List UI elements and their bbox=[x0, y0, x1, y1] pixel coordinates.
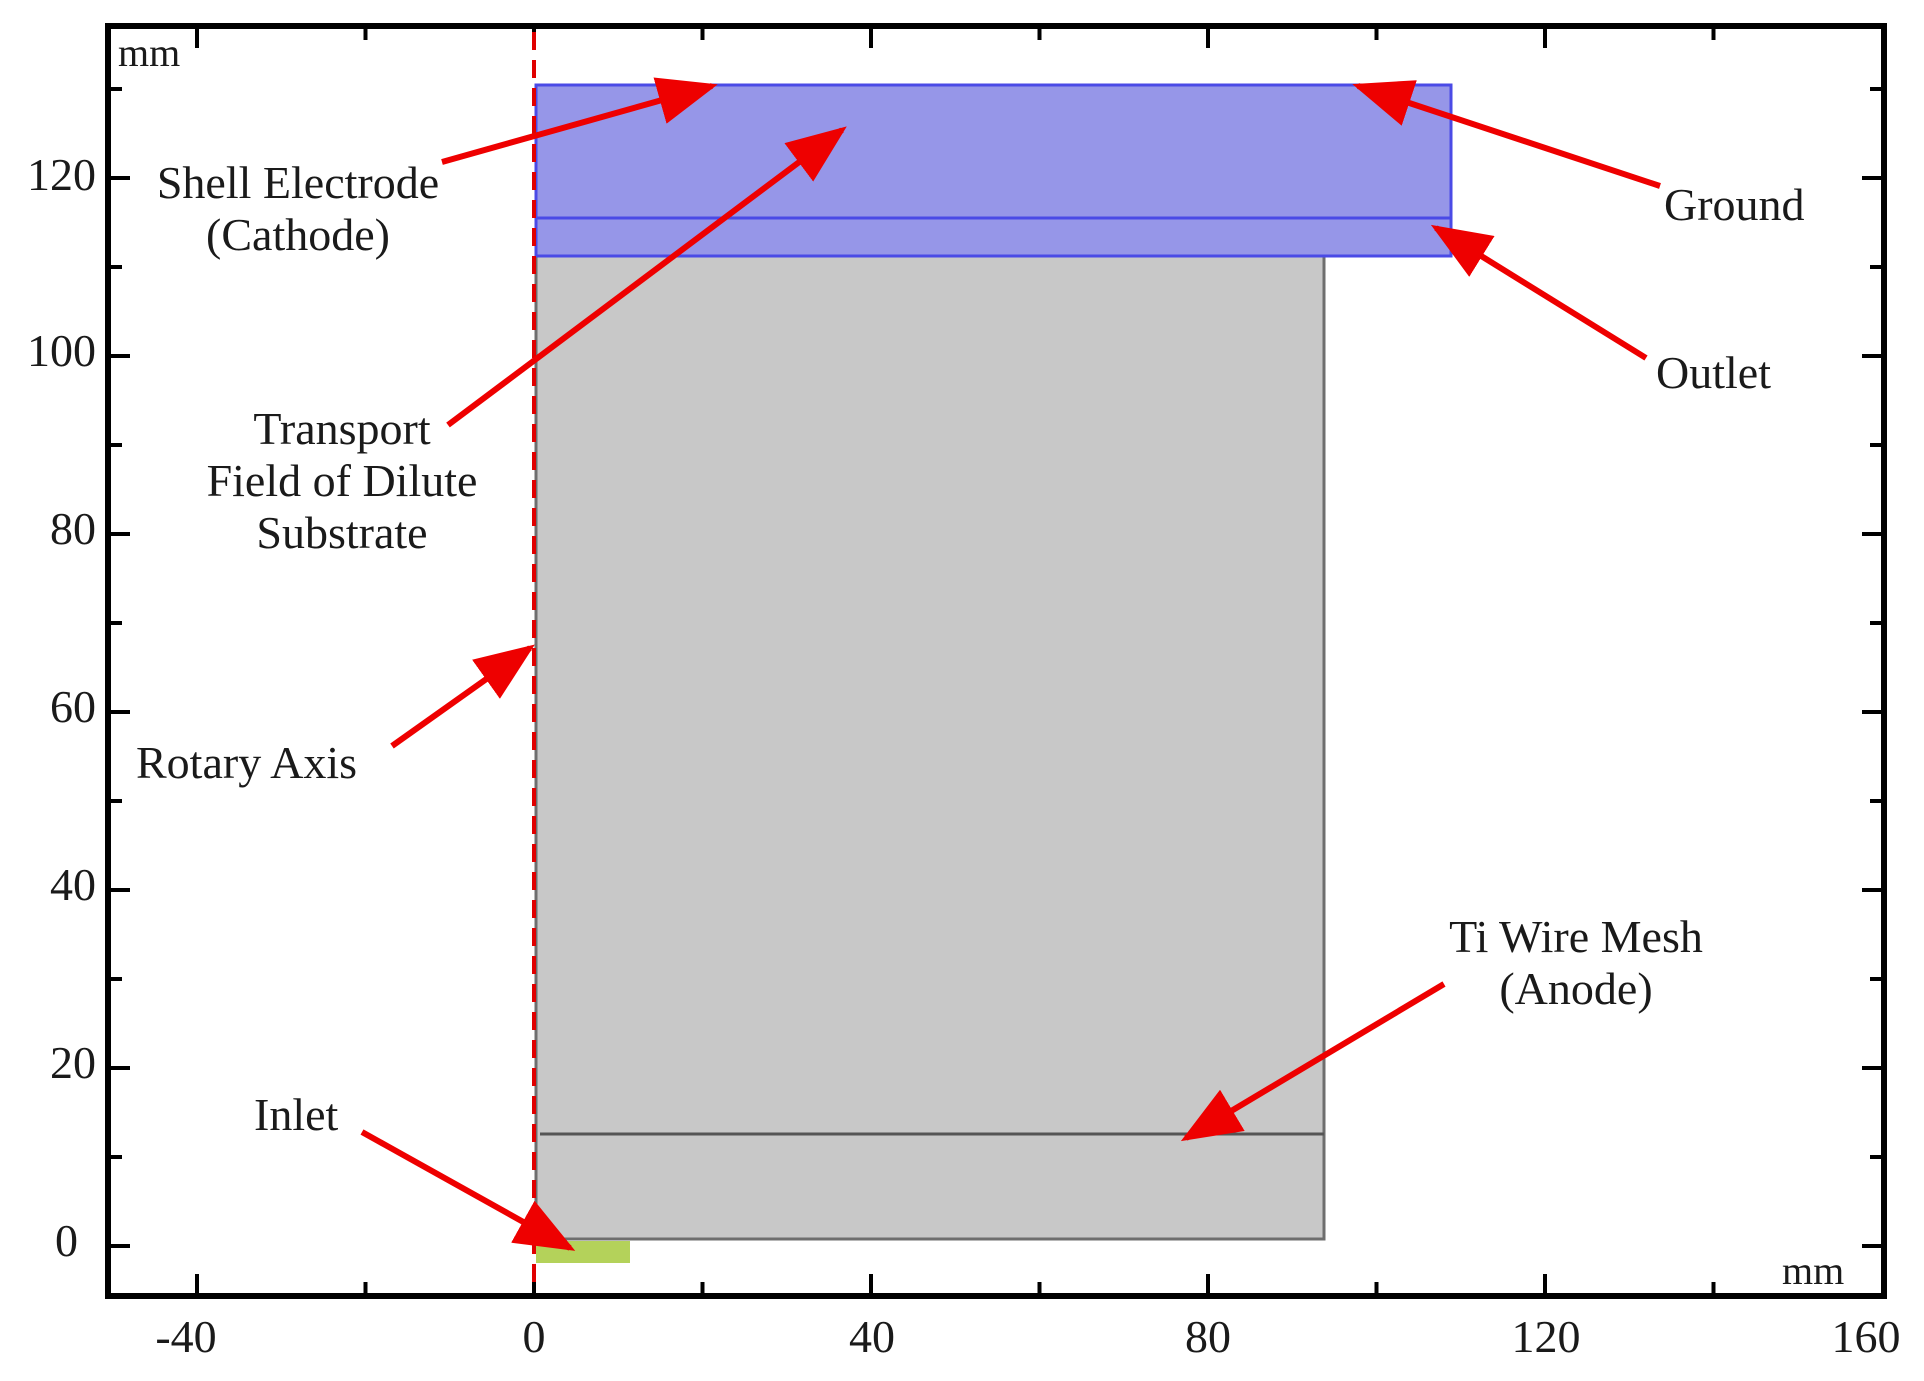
ti-wire-mesh-label: Ti Wire Mesh bbox=[1449, 911, 1703, 962]
transport-label-line2: Field of Dilute bbox=[207, 455, 478, 506]
y-tick-label: 40 bbox=[50, 859, 96, 910]
y-tick-label: 20 bbox=[50, 1037, 96, 1088]
shell-electrode-region bbox=[534, 83, 1453, 258]
shell-electrode-arrow bbox=[441, 77, 718, 165]
callout-arrows bbox=[360, 77, 1661, 1251]
plot-frame bbox=[105, 23, 1887, 1299]
shell-electrode-label: Shell Electrode bbox=[157, 157, 439, 208]
rotary-axis-arrow bbox=[390, 644, 535, 749]
outlet-arrow bbox=[1430, 224, 1648, 361]
x-tick-label: 40 bbox=[849, 1311, 895, 1362]
rotary-axis-label: Rotary Axis bbox=[136, 737, 357, 788]
y-tick-label: 80 bbox=[50, 503, 96, 554]
ground-label: Ground bbox=[1664, 179, 1805, 230]
transport-field-arrow bbox=[446, 126, 847, 428]
x-tick-labels: -40 0 40 80 120 160 bbox=[155, 1311, 1900, 1362]
y-tick-label: 100 bbox=[27, 325, 96, 376]
cathode-label: (Cathode) bbox=[206, 209, 390, 260]
ti-wire-mesh-arrow bbox=[1180, 981, 1446, 1142]
inlet-region bbox=[536, 1241, 630, 1263]
x-tick-label: 160 bbox=[1832, 1311, 1901, 1362]
x-tick-label: 0 bbox=[523, 1311, 546, 1362]
outlet-label: Outlet bbox=[1656, 347, 1771, 398]
transport-label-line3: Substrate bbox=[256, 507, 427, 558]
y-tick-label: 120 bbox=[27, 149, 96, 200]
anode-label: (Anode) bbox=[1499, 963, 1652, 1014]
transport-label-line1: Transport bbox=[253, 403, 430, 454]
y-tick-label: 60 bbox=[50, 681, 96, 732]
y-tick-label: 0 bbox=[55, 1215, 78, 1266]
ground-arrow bbox=[1352, 80, 1661, 189]
x-tick-label: -40 bbox=[155, 1311, 216, 1362]
x-tick-label: 120 bbox=[1512, 1311, 1581, 1362]
inlet-arrow bbox=[360, 1129, 576, 1251]
inlet-label: Inlet bbox=[254, 1089, 339, 1140]
x-tick-label: 80 bbox=[1185, 1311, 1231, 1362]
transport-domain bbox=[534, 254, 1326, 1241]
x-unit-label: mm bbox=[1782, 1248, 1844, 1293]
y-unit-label: mm bbox=[118, 30, 180, 75]
axis-ticks bbox=[108, 26, 1884, 1296]
y-tick-labels: 0 20 40 60 80 100 120 bbox=[27, 149, 96, 1266]
